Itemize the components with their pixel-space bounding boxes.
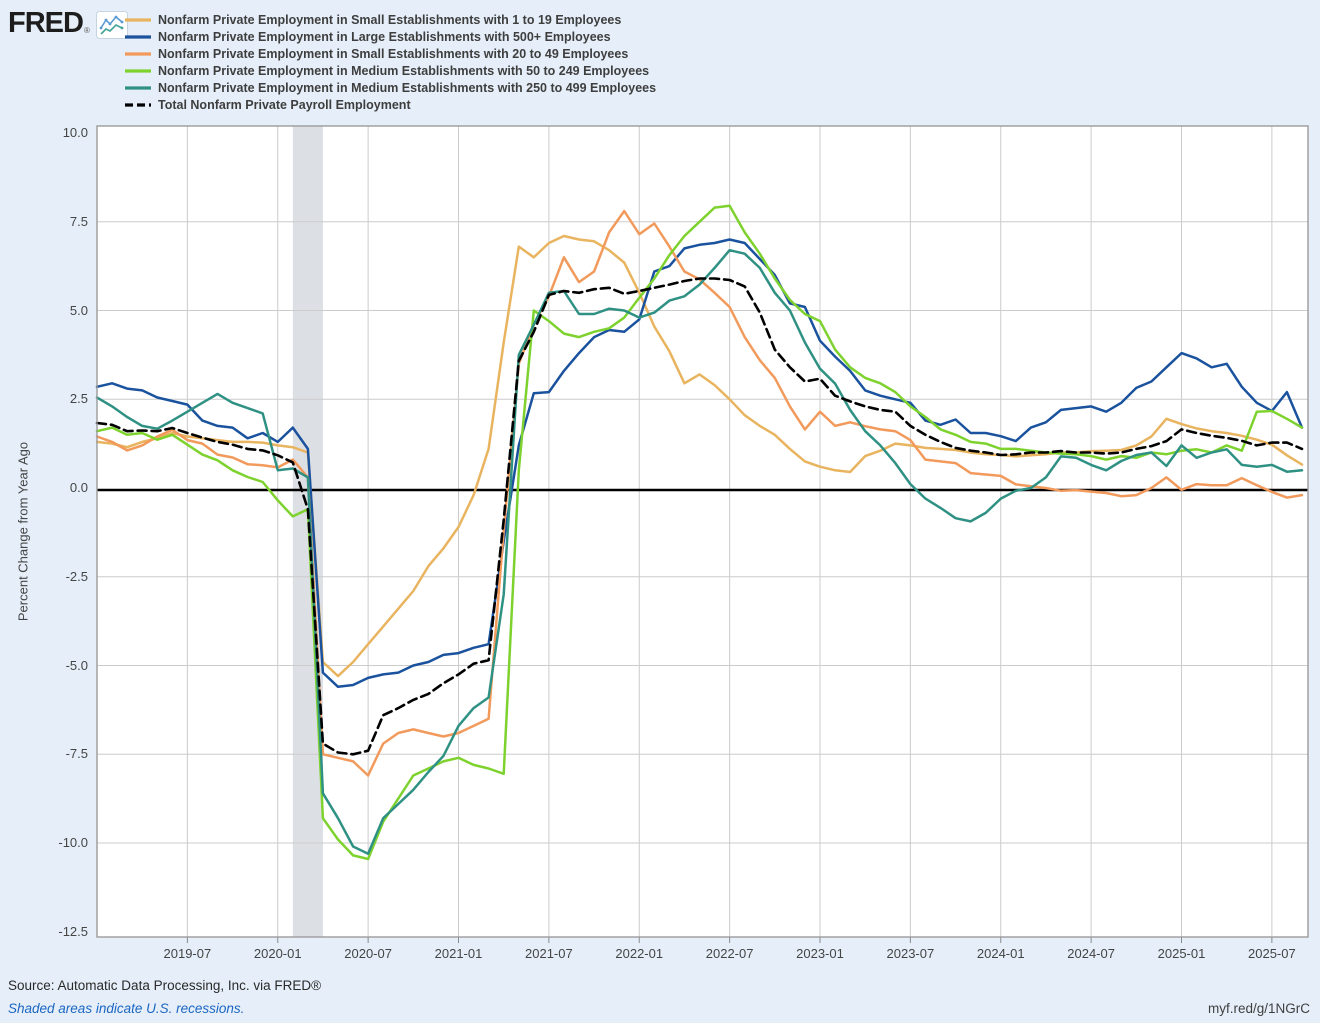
plot-background — [97, 126, 1308, 937]
recession-note-text: Shaded areas indicate U.S. recessions. — [8, 1001, 245, 1016]
source-text: Source: Automatic Data Processing, Inc. … — [8, 978, 322, 993]
y-axis-tick-label: -10.0 — [58, 835, 88, 850]
y-axis-tick-label: 5.0 — [69, 302, 88, 318]
y-axis-tick-label: 0.0 — [69, 480, 88, 495]
legend-swatch — [125, 103, 151, 107]
series-line — [95, 277, 1304, 756]
legend-item-label: Nonfarm Private Employment in Medium Est… — [158, 80, 657, 95]
legend-swatch — [125, 18, 151, 22]
legend-swatch — [125, 35, 151, 39]
x-axis-tick-label: 2021-01 — [434, 946, 483, 961]
legend-item[interactable]: Nonfarm Private Employment in Medium Est… — [125, 62, 656, 79]
legend-item[interactable]: Total Nonfarm Private Payroll Employment — [125, 96, 656, 113]
x-axis-tick-label: 2022-07 — [705, 946, 754, 961]
legend-item-label: Nonfarm Private Employment in Small Esta… — [158, 12, 622, 27]
y-axis-tick-label: 10.0 — [62, 125, 88, 140]
x-axis-tick-label: 2025-01 — [1157, 946, 1206, 961]
legend-item[interactable]: Nonfarm Private Employment in Medium Est… — [125, 79, 656, 96]
plot-frame — [96, 125, 1309, 938]
legend-item-label: Total Nonfarm Private Payroll Employment — [158, 97, 411, 112]
legend-item[interactable]: Nonfarm Private Employment in Small Esta… — [125, 45, 656, 62]
x-axis-tick-label: 2025-07 — [1248, 946, 1296, 961]
legend-item-label: Nonfarm Private Employment in Large Esta… — [158, 29, 611, 44]
x-axis-tick-label: 2022-01 — [615, 946, 664, 961]
legend: Nonfarm Private Employment in Small Esta… — [125, 11, 656, 113]
x-axis-tick-label: 2024-01 — [976, 946, 1025, 961]
y-axis-tick-label: -5.0 — [65, 657, 88, 673]
y-axis-tick-label: -12.5 — [58, 923, 88, 939]
legend-item-label: Nonfarm Private Employment in Medium Est… — [158, 63, 650, 78]
y-axis-tick-label: -2.5 — [65, 568, 88, 584]
fred-logo-registered-mark: ® — [83, 26, 90, 35]
legend-swatch — [125, 69, 151, 73]
y-axis-tick-label: -7.5 — [65, 746, 88, 762]
legend-swatch — [125, 86, 151, 90]
legend-item[interactable]: Nonfarm Private Employment in Large Esta… — [125, 28, 656, 45]
x-axis-tick-label: 2019-07 — [163, 946, 212, 961]
x-axis-tick-label: 2023-01 — [796, 946, 844, 961]
legend-swatch — [125, 52, 151, 56]
fred-logo: FRED ® — [8, 8, 128, 44]
fred-logo-text: FRED — [8, 7, 84, 39]
y-axis-tick-label: 2.5 — [69, 391, 88, 407]
x-axis-tick-label: 2024-07 — [1067, 946, 1115, 961]
x-axis-tick-label: 2023-07 — [886, 946, 935, 961]
series-line — [95, 248, 1304, 855]
series-line — [95, 238, 1304, 689]
legend-item[interactable]: Nonfarm Private Employment in Small Esta… — [125, 11, 656, 28]
series-line — [95, 204, 1304, 861]
permalink-url[interactable]: myf.red/g/1NGrC — [1207, 1001, 1310, 1016]
x-axis-tick-label: 2020-01 — [253, 946, 302, 961]
legend-item-label: Nonfarm Private Employment in Small Esta… — [158, 46, 629, 61]
x-axis-tick-label: 2021-07 — [525, 946, 573, 961]
fred-sparkline-icon — [95, 11, 128, 44]
y-axis-tick-label: 7.5 — [69, 213, 88, 229]
x-axis-tick-label: 2020-07 — [344, 946, 392, 961]
series-line — [95, 234, 1304, 678]
